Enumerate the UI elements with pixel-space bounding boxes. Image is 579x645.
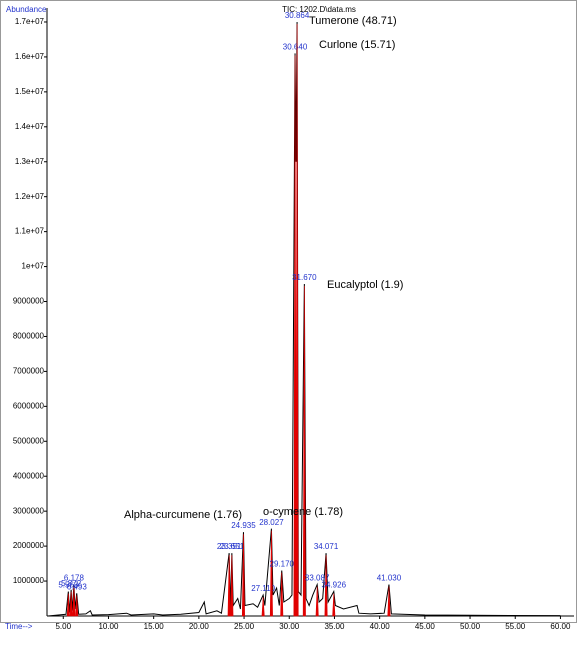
- peak-label: 28.027: [259, 518, 284, 527]
- compound-annotation: Alpha-curcumene (1.76): [124, 509, 242, 521]
- integration: [230, 555, 234, 617]
- integration: [227, 555, 231, 617]
- peak-label: 33.087: [305, 574, 330, 583]
- y-tick-label: 7000000: [13, 367, 45, 376]
- y-tick-label: 2000000: [13, 541, 45, 550]
- x-tick-label: 30.00: [279, 622, 300, 631]
- y-tick-label: 1.2e+07: [15, 192, 45, 201]
- x-tick-label: 5.00: [55, 622, 71, 631]
- y-tick-label: 9000000: [13, 297, 45, 306]
- x-tick-label: 15.00: [144, 622, 165, 631]
- integration: [66, 593, 70, 617]
- peak-label: 23.651: [220, 542, 245, 551]
- y-tick-label: 6000000: [13, 401, 45, 410]
- integration: [315, 586, 319, 617]
- y-tick-label: 3000000: [13, 506, 45, 515]
- peak-label: 41.030: [377, 574, 402, 583]
- x-tick-label: 60.00: [550, 622, 571, 631]
- compound-annotation: Curlone (15.71): [319, 39, 395, 51]
- y-tick-label: 1.7e+07: [15, 17, 45, 26]
- peak-label: 6.178: [64, 574, 85, 583]
- peak-label: 27.110: [251, 584, 275, 593]
- peak-label: 31.670: [292, 273, 317, 282]
- integration: [69, 591, 73, 617]
- peak-label: 24.935: [231, 521, 256, 530]
- y-tick-label: 1.6e+07: [15, 52, 45, 61]
- peak-label: 6.493: [67, 582, 88, 591]
- y-tick-label: 1e+07: [22, 262, 45, 271]
- peak-label: 30.640: [283, 43, 308, 52]
- x-axis-label: Time-->: [5, 622, 33, 631]
- chart-title: TIC: 1202.D\data.ms: [282, 5, 356, 14]
- y-tick-label: 1.3e+07: [15, 157, 45, 166]
- x-tick-label: 10.00: [98, 622, 119, 631]
- x-tick-label: 20.00: [189, 622, 210, 631]
- integration: [302, 286, 306, 617]
- integration: [332, 593, 336, 617]
- y-tick-label: 8000000: [13, 332, 45, 341]
- compound-annotation: Tumerone (48.71): [309, 15, 397, 27]
- integration: [72, 586, 76, 617]
- y-tick-label: 4000000: [13, 471, 45, 480]
- y-tick-label: 1000000: [13, 576, 45, 585]
- integration: [241, 534, 245, 617]
- y-axis-label: Abundance: [6, 5, 47, 14]
- y-tick-label: 1.4e+07: [15, 122, 45, 131]
- peak-label: 34.071: [314, 542, 339, 551]
- integration: [324, 555, 328, 617]
- x-tick-label: 45.00: [415, 622, 436, 631]
- x-tick-label: 25.00: [234, 622, 255, 631]
- tic-trace: [47, 21, 561, 617]
- integration: [261, 597, 265, 617]
- x-tick-label: 40.00: [370, 622, 391, 631]
- peak-label: 5.872: [61, 579, 82, 588]
- integration: [269, 530, 273, 617]
- integration: [293, 55, 297, 617]
- integration: [75, 595, 79, 617]
- y-tick-label: 1.1e+07: [15, 227, 45, 236]
- y-tick-label: 5000000: [13, 436, 45, 445]
- peak-label: 5.563: [58, 581, 79, 590]
- integration: [295, 23, 299, 617]
- frame: [0, 0, 577, 623]
- peak-label: 23.351: [217, 542, 242, 551]
- x-tick-label: 35.00: [324, 622, 345, 631]
- peak-label: 29.170: [270, 560, 295, 569]
- y-tick-label: 1.5e+07: [15, 87, 45, 96]
- compound-annotation: o-cymene (1.78): [263, 506, 343, 518]
- peak-label: 30.864: [285, 11, 310, 20]
- compound-annotation: Eucalyptol (1.9): [327, 279, 403, 291]
- x-tick-label: 55.00: [505, 622, 526, 631]
- peak-label: 34.926: [322, 581, 347, 590]
- integration: [387, 586, 391, 617]
- integration: [280, 572, 284, 617]
- x-tick-label: 50.00: [460, 622, 481, 631]
